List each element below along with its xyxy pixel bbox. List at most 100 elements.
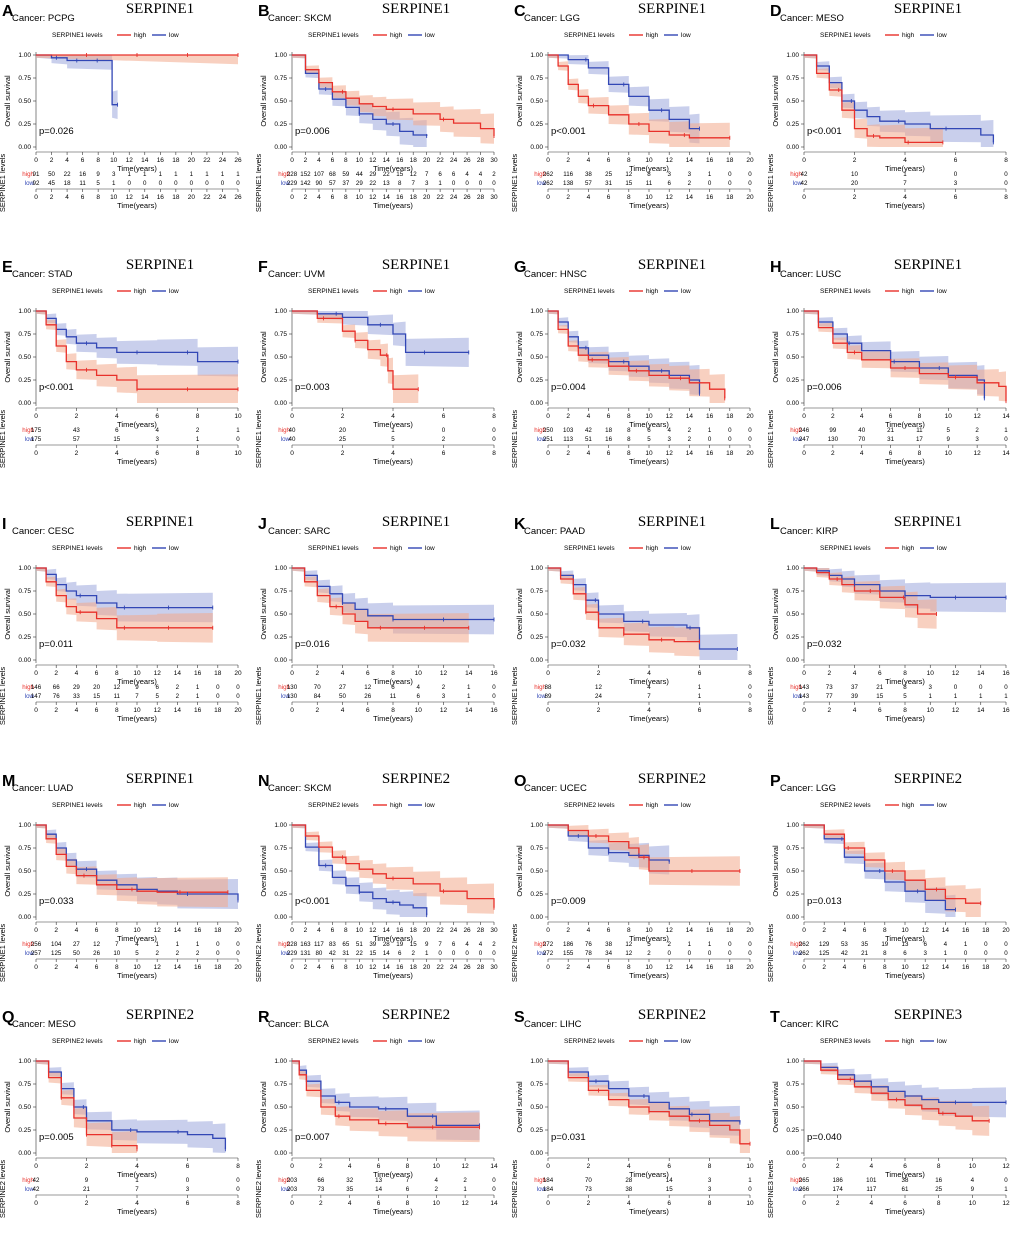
y-axis-label: Overall survival [259, 1081, 268, 1133]
risk-low-count: 38 [625, 1186, 632, 1193]
x-tick-label: 4 [870, 1163, 874, 1170]
risk-low-count: 11 [646, 180, 653, 187]
panel-letter: L [770, 516, 780, 533]
risk-high-count: 88 [545, 684, 552, 691]
risk-high-count: 1 [467, 684, 471, 691]
risk-high-count: 1 [903, 171, 907, 178]
x-tick-label: 10 [133, 927, 141, 934]
risk-high-count: 6 [115, 427, 119, 434]
risk-x-tick-label: 4 [75, 707, 79, 714]
risk-x-tick-label: 4 [65, 194, 69, 201]
x-tick-label: 14 [490, 1163, 498, 1170]
high-ci-band [36, 825, 228, 908]
y-tick-label: 0.25 [18, 1127, 31, 1134]
risk-low-count: 0 [1004, 180, 1008, 187]
risk-low-count: 3 [708, 1186, 712, 1193]
risk-low-count: 2 [442, 436, 446, 443]
risk-low-count: 29 [356, 180, 363, 187]
y-tick-label: 0.00 [274, 657, 287, 664]
legend-low-label: low [937, 288, 947, 295]
risk-high-count: 70 [585, 1177, 592, 1184]
risk-high-count: 1 [196, 684, 200, 691]
risk-x-tick-label: 4 [647, 707, 651, 714]
risk-low-count: 11 [79, 180, 86, 187]
high-ci-band [36, 568, 213, 644]
risk-low-label: low [537, 693, 547, 700]
low-survival-line [36, 567, 213, 609]
risk-low-count: 5 [135, 950, 139, 957]
x-tick-label: 20 [234, 670, 242, 677]
low-survival-line [804, 1060, 1006, 1104]
risk-low-label: low [793, 436, 803, 443]
risk-low-count: 25 [339, 436, 346, 443]
risk-high-count: 0 [748, 427, 752, 434]
x-axis-label: Time(years) [373, 677, 413, 686]
high-survival-line [804, 567, 937, 615]
risk-x-tick-label: 12 [1002, 1200, 1010, 1207]
risk-high-count: 4 [155, 427, 159, 434]
risk-table-ylabel: SERPINE2 levels [256, 1160, 263, 1219]
x-tick-label: 16 [194, 670, 202, 677]
cancer-label: Cancer: MESO [12, 1019, 76, 1030]
risk-low-count: 0 [465, 950, 469, 957]
y-tick-label: 0.25 [786, 891, 799, 898]
panel-letter: Q [2, 1009, 14, 1026]
risk-x-tick-label: 4 [587, 450, 591, 457]
x-tick-label: 18 [726, 157, 734, 164]
p-value: p=0.009 [551, 896, 586, 907]
risk-high-label: high [534, 427, 546, 434]
risk-low-count: 229 [287, 950, 298, 957]
risk-low-count: 31 [605, 180, 612, 187]
y-tick-label: 0.50 [530, 1104, 543, 1111]
risk-high-count: 1 [708, 427, 712, 434]
x-tick-label: 0 [290, 1163, 294, 1170]
risk-low-count: 2 [688, 180, 692, 187]
risk-low-count: 0 [748, 950, 752, 957]
p-value: p=0.016 [295, 639, 330, 650]
risk-low-count: 3 [425, 180, 429, 187]
risk-x-tick-label: 2 [566, 450, 570, 457]
gene-title: SERPINE1 [126, 771, 194, 787]
panel-letter: H [770, 259, 782, 276]
gene-title: SERPINE2 [126, 1007, 194, 1023]
risk-x-tick-label: 6 [667, 1200, 671, 1207]
risk-high-count: 107 [314, 171, 325, 178]
legend-title: SERPINE1 levels [564, 545, 615, 552]
risk-low-count: 147 [31, 693, 42, 700]
y-axis-label: Overall survival [259, 331, 268, 383]
risk-x-tick-label: 2 [54, 964, 58, 971]
risk-high-count: 12 [625, 941, 632, 948]
risk-low-count: 1 [425, 950, 429, 957]
risk-high-count: 22 [64, 171, 71, 178]
legend-low-label: low [425, 802, 435, 809]
x-tick-label: 6 [863, 927, 867, 934]
x-tick-label: 6 [81, 157, 85, 164]
km-panel-s: S Cancer: LIHC SERPINE2 SERPINE2 levels high… [512, 1006, 768, 1258]
legend: SERPINE2 levels high low [564, 1038, 691, 1045]
x-tick-label: 14 [942, 927, 950, 934]
risk-x-tick-label: 8 [492, 450, 496, 457]
risk-x-tick-label: 20 [746, 964, 754, 971]
y-tick-label: 0.25 [786, 634, 799, 641]
y-tick-label: 1.00 [530, 308, 543, 315]
gene-title: SERPINE1 [382, 1, 450, 17]
risk-high-count: 11 [916, 427, 923, 434]
y-axis-label: Overall survival [259, 588, 268, 640]
risk-low-count: 257 [31, 950, 42, 957]
x-tick-label: 22 [437, 927, 445, 934]
risk-high-count: 0 [186, 1177, 190, 1184]
risk-x-tick-label: 20 [746, 194, 754, 201]
legend-title: SERPINE1 levels [52, 545, 103, 552]
legend: SERPINE2 levels high low [52, 1038, 179, 1045]
risk-x-tick-label: 8 [627, 194, 631, 201]
risk-x-axis-label: Time(years) [629, 1207, 669, 1216]
risk-high-label: high [278, 941, 290, 948]
risk-x-tick-label: 28 [477, 194, 485, 201]
gene-title: SERPINE1 [382, 257, 450, 273]
legend-high-label: high [390, 545, 403, 552]
risk-x-tick-label: 6 [698, 707, 702, 714]
x-tick-label: 12 [462, 1163, 470, 1170]
x-axis-label: Time(years) [373, 420, 413, 429]
x-tick-label: 4 [341, 670, 345, 677]
